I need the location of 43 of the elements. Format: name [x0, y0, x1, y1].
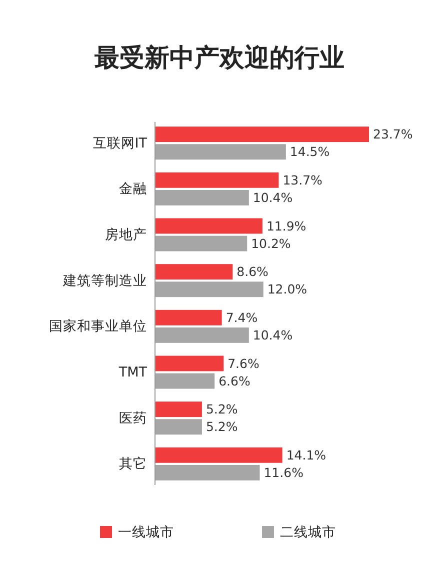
bar	[155, 264, 233, 280]
data-label: 13.7%	[282, 172, 323, 188]
bar	[155, 190, 249, 206]
y-tick-label: 房地产	[105, 227, 147, 244]
data-label: 12.0%	[267, 282, 308, 297]
y-tick-label: 金融	[119, 181, 147, 198]
data-label: 10.4%	[252, 190, 293, 206]
bar	[155, 126, 369, 142]
bar	[155, 419, 202, 435]
y-tick-label: 医药	[119, 410, 147, 426]
bar	[155, 310, 222, 326]
data-label: 6.6%	[218, 373, 250, 388]
data-label: 10.2%	[251, 236, 291, 251]
legend-label: 一线城市	[118, 524, 174, 541]
y-tick-label: TMT	[118, 364, 148, 381]
data-label: 7.6%	[228, 356, 260, 371]
data-label: 5.2%	[206, 419, 238, 434]
y-tick-label: 建筑等制造业	[62, 272, 147, 289]
bar	[155, 356, 224, 372]
y-tick-label: 其它	[119, 456, 147, 472]
data-label: 14.5%	[290, 144, 330, 160]
bar	[155, 373, 215, 389]
data-label: 10.4%	[252, 328, 293, 343]
data-label: 7.4%	[226, 310, 258, 326]
y-tick-label: 互联网IT	[92, 135, 148, 152]
data-label: 23.7%	[373, 126, 413, 142]
bar	[155, 327, 249, 343]
data-label: 11.9%	[266, 218, 306, 234]
bar	[155, 236, 248, 252]
data-label: 5.2%	[206, 402, 238, 417]
legend-label: 二线城市	[280, 524, 336, 541]
bar	[155, 144, 286, 160]
bar	[155, 447, 282, 463]
y-tick-label: 国家和事业单位	[49, 318, 147, 335]
data-label: 8.6%	[236, 264, 269, 280]
bar	[155, 464, 260, 480]
bar	[155, 282, 264, 298]
bar	[155, 172, 279, 188]
data-label: 11.6%	[264, 465, 304, 480]
bar	[155, 218, 262, 234]
chart-title: 最受新中产欢迎的行业	[94, 43, 344, 72]
bar	[155, 402, 202, 418]
data-label: 14.1%	[286, 448, 326, 463]
